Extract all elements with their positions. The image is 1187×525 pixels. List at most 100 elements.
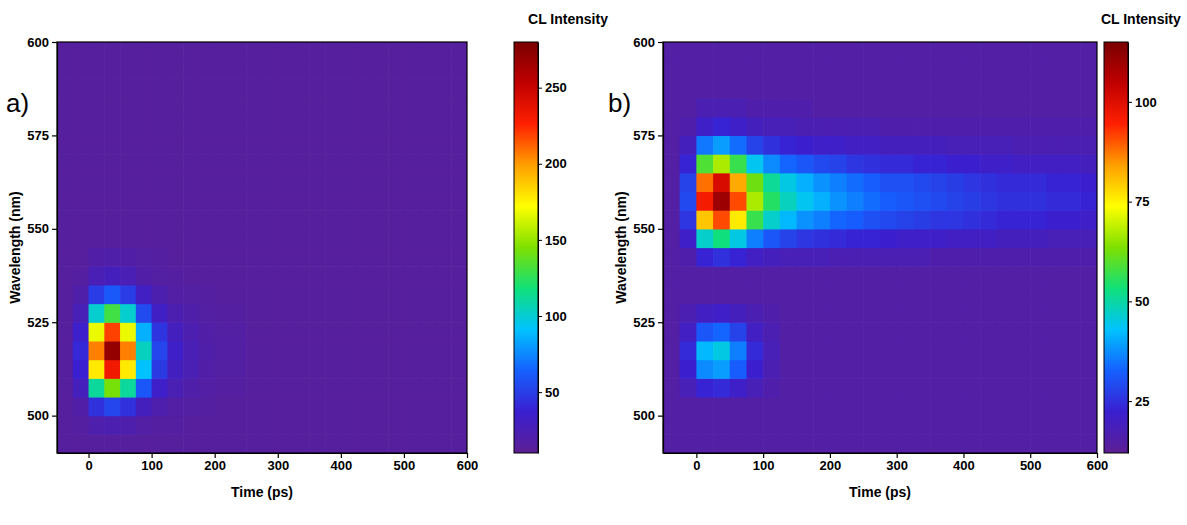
heat-cell bbox=[1030, 248, 1047, 267]
heat-cell bbox=[183, 191, 199, 210]
heat-cell bbox=[152, 229, 168, 248]
heat-cell bbox=[813, 173, 830, 192]
heat-cell bbox=[104, 434, 120, 453]
heat-cell bbox=[730, 191, 747, 210]
heat-cell bbox=[341, 210, 357, 229]
heat-cell bbox=[897, 79, 914, 98]
heat-cell bbox=[278, 322, 294, 341]
heat-cell bbox=[897, 61, 914, 80]
heat-cell bbox=[73, 341, 89, 360]
heat-cell bbox=[1080, 229, 1097, 248]
heat-cell bbox=[420, 378, 436, 397]
heat-cell bbox=[278, 434, 294, 453]
heat-cell bbox=[746, 154, 763, 173]
heat-cell bbox=[730, 173, 747, 192]
heat-cell bbox=[57, 79, 73, 98]
heat-cell bbox=[152, 117, 168, 136]
heat-cell bbox=[262, 378, 278, 397]
tick-label: 600 bbox=[633, 35, 655, 50]
tick-label: 0 bbox=[85, 458, 92, 473]
heat-cell bbox=[813, 210, 830, 229]
heat-cell bbox=[167, 322, 183, 341]
tick: 550 bbox=[27, 221, 57, 236]
heat-cell bbox=[980, 248, 997, 267]
heat-cell bbox=[897, 98, 914, 117]
heat-cell bbox=[372, 378, 388, 397]
heat-cell bbox=[780, 266, 797, 285]
heat-cell bbox=[880, 322, 897, 341]
heat-cell bbox=[1080, 397, 1097, 416]
heat-cell bbox=[1080, 416, 1097, 435]
heat-cell bbox=[309, 173, 325, 192]
heat-cell bbox=[913, 266, 930, 285]
heat-cell bbox=[420, 248, 436, 267]
heat-cell bbox=[730, 341, 747, 360]
heat-cell bbox=[357, 416, 373, 435]
heat-cell bbox=[980, 191, 997, 210]
heat-cell bbox=[215, 229, 231, 248]
heat-cell bbox=[167, 173, 183, 192]
heat-cell bbox=[136, 61, 152, 80]
heat-cell bbox=[57, 248, 73, 267]
heat-cell bbox=[1030, 42, 1047, 61]
heat-cell bbox=[167, 434, 183, 453]
heat-cell bbox=[388, 397, 404, 416]
heat-cell bbox=[963, 304, 980, 323]
heat-cell bbox=[420, 98, 436, 117]
heat-cell bbox=[1080, 378, 1097, 397]
heat-cell bbox=[1080, 135, 1097, 154]
colorbar-tick: 75 bbox=[1128, 194, 1149, 209]
tick: 525 bbox=[633, 315, 663, 330]
heat-cell bbox=[136, 154, 152, 173]
heat-cell bbox=[246, 248, 262, 267]
heat-cell bbox=[763, 98, 780, 117]
heat-cell bbox=[104, 61, 120, 80]
heat-cell bbox=[930, 285, 947, 304]
heat-cell bbox=[388, 61, 404, 80]
heat-cell bbox=[73, 416, 89, 435]
heat-cell bbox=[696, 304, 713, 323]
heat-cell bbox=[1047, 42, 1064, 61]
cells bbox=[57, 42, 467, 453]
colorbar-tick-label: 100 bbox=[1135, 95, 1157, 110]
heat-cell bbox=[73, 79, 89, 98]
heat-cell bbox=[404, 341, 420, 360]
heat-cell bbox=[435, 42, 451, 61]
heat-cell bbox=[1030, 98, 1047, 117]
heat-cell bbox=[997, 266, 1014, 285]
heat-cell bbox=[199, 117, 215, 136]
heat-cell bbox=[930, 360, 947, 379]
heat-cell bbox=[830, 117, 847, 136]
heat-cell bbox=[780, 98, 797, 117]
heat-cell bbox=[997, 229, 1014, 248]
heat-cell bbox=[1030, 79, 1047, 98]
heat-cell bbox=[388, 135, 404, 154]
heat-cell bbox=[680, 322, 697, 341]
heat-cell bbox=[847, 117, 864, 136]
heat-cell bbox=[309, 248, 325, 267]
heat-cell bbox=[167, 154, 183, 173]
heat-cell bbox=[357, 360, 373, 379]
heat-cell bbox=[1064, 322, 1081, 341]
heat-cell bbox=[262, 266, 278, 285]
heat-cell bbox=[246, 304, 262, 323]
heat-cell bbox=[913, 378, 930, 397]
heat-cell bbox=[388, 434, 404, 453]
heat-cell bbox=[1014, 360, 1031, 379]
heat-cell bbox=[199, 98, 215, 117]
heat-cell bbox=[947, 416, 964, 435]
heat-cell bbox=[136, 322, 152, 341]
heat-cell bbox=[1064, 304, 1081, 323]
tick-label: 100 bbox=[753, 458, 775, 473]
heat-cell bbox=[1014, 416, 1031, 435]
heat-cell bbox=[73, 154, 89, 173]
heat-cell bbox=[183, 304, 199, 323]
heat-cell bbox=[372, 248, 388, 267]
heat-cell bbox=[880, 416, 897, 435]
heat-cell bbox=[897, 416, 914, 435]
heat-cell bbox=[230, 117, 246, 136]
heat-cell bbox=[947, 229, 964, 248]
heat-cell bbox=[294, 154, 310, 173]
heat-cell bbox=[199, 173, 215, 192]
heat-cell bbox=[813, 229, 830, 248]
